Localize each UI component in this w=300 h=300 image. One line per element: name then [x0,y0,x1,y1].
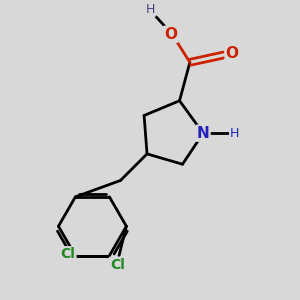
Text: H: H [230,127,239,140]
Text: H: H [146,3,155,16]
Text: O: O [226,46,238,61]
Text: O: O [164,27,177,42]
Text: N: N [197,126,209,141]
Text: Cl: Cl [61,247,76,261]
Text: Cl: Cl [110,258,125,272]
